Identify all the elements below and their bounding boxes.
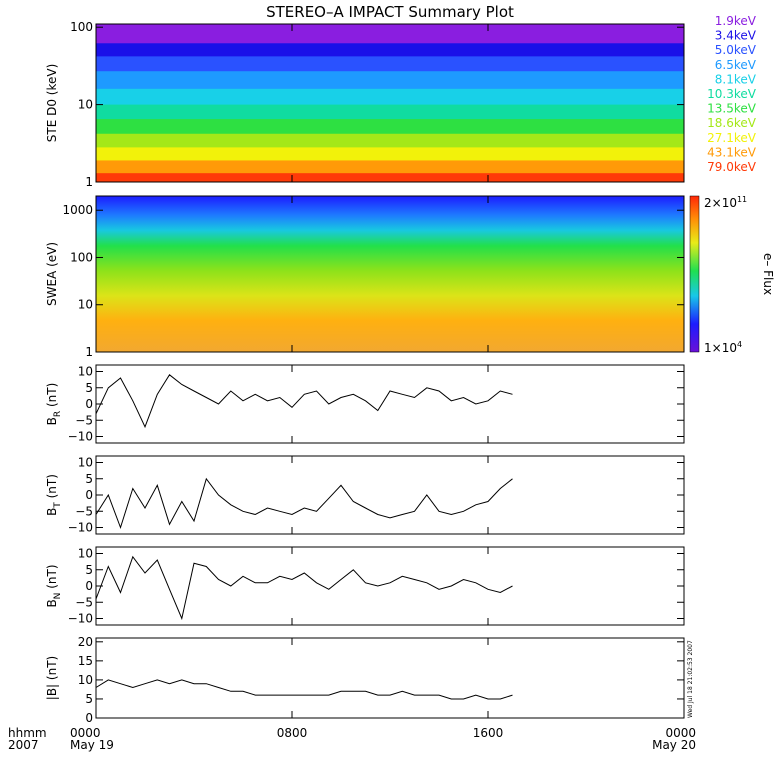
time-tick-label: 1600 <box>473 726 504 740</box>
bt-frame <box>95 455 685 535</box>
bmag-ytick-label: 0 <box>85 711 93 725</box>
time-tick-label: 0800 <box>277 726 308 740</box>
ste-frame <box>95 23 685 183</box>
bmag-frame <box>95 637 685 719</box>
colorbar-max-label: 2×1011 <box>704 195 747 210</box>
swea-ytick-label: 100 <box>70 250 93 264</box>
bn-ylabel: BN (nT) <box>45 564 63 607</box>
bn-frame <box>95 546 685 626</box>
bmag-line <box>95 679 513 700</box>
ste-legend-entry: 6.5keV <box>715 58 757 72</box>
bt-panel: −10 −5 0 5 10 BT (nT) <box>45 455 685 535</box>
bn-ytick-label: −10 <box>68 612 93 626</box>
ste-legend-entry: 5.0keV <box>715 43 757 57</box>
time-tick-date: May 19 <box>70 738 114 752</box>
swea-ytick-label: 1 <box>85 345 93 359</box>
bmag-ytick-label: 10 <box>78 673 93 687</box>
bt-line <box>95 477 513 530</box>
bt-ticks: −10 −5 0 5 10 <box>68 456 685 535</box>
ste-legend-entry: 10.3keV <box>707 87 757 101</box>
br-ytick-label: 5 <box>85 381 93 395</box>
time-tick-date: May 20 <box>652 738 696 752</box>
colorbar-label: e– Flux <box>761 253 775 295</box>
br-ytick-label: 0 <box>85 397 93 411</box>
time-tick-label: 0000 <box>70 726 101 740</box>
bn-ytick-label: 10 <box>78 547 93 561</box>
ste-legend-entry: 18.6keV <box>707 116 757 130</box>
swea-panel: 1 10 100 1000 SWEA (eV) 2×1011 1×104 e– Flu… <box>45 195 775 359</box>
bt-ytick-label: 0 <box>85 488 93 502</box>
ste-ticks: 1 10 100 <box>70 20 685 189</box>
swea-ticks: 1 10 100 1000 <box>62 196 685 359</box>
bn-ytick-label: 0 <box>85 579 93 593</box>
swea-frame <box>95 195 685 353</box>
swea-ytick-label: 10 <box>78 298 93 312</box>
br-frame <box>95 364 685 444</box>
br-ylabel: BR (nT) <box>45 383 63 426</box>
plot-timestamp: Wed Jul 18 21:02:53 2007 <box>687 640 694 718</box>
time-row-label: hhmm <box>8 726 47 740</box>
ste-legend-entry: 27.1keV <box>707 131 757 145</box>
ste-panel: 1 10 100 STE D0 (keV) 1.9keV3.4keV5.0keV6.… <box>45 14 757 189</box>
ste-ylabel: STE D0 (keV) <box>45 64 59 143</box>
ste-legend-entry: 1.9keV <box>715 14 757 28</box>
bt-ytick-label: −10 <box>68 521 93 535</box>
bt-ytick-label: 5 <box>85 472 93 486</box>
ste-legend-entry: 3.4keV <box>715 29 757 43</box>
br-ytick-label: 10 <box>78 365 93 379</box>
bt-ytick-label: −5 <box>75 504 93 518</box>
bmag-panel: 0 5 10 15 20 |B| (nT) Wed Jul 18 21:02:53 20… <box>45 635 694 725</box>
ste-legend-entry: 79.0keV <box>707 160 757 174</box>
br-ticks: −10 −5 0 5 10 <box>68 365 685 444</box>
ste-bands <box>96 24 684 182</box>
br-ytick-label: −5 <box>75 413 93 427</box>
figure-title: STEREO–A IMPACT Summary Plot <box>266 3 514 21</box>
swea-ylabel: SWEA (eV) <box>45 242 59 306</box>
bn-panel: −10 −5 0 5 10 BN (nT) <box>45 546 685 626</box>
time-year-label: 2007 <box>8 738 39 752</box>
bmag-ylabel: |B| (nT) <box>45 656 59 700</box>
br-line <box>95 374 513 429</box>
ste-ytick-label: 100 <box>70 20 93 34</box>
bn-line <box>95 555 513 621</box>
ste-legend: 1.9keV3.4keV5.0keV6.5keV8.1keV10.3keV13.… <box>707 14 757 174</box>
bt-ytick-label: 10 <box>78 456 93 470</box>
br-panel: −10 −5 0 5 10 BR (nT) <box>45 364 685 444</box>
bmag-ytick-label: 15 <box>78 654 93 668</box>
bn-ticks: −10 −5 0 5 10 <box>68 547 685 626</box>
ste-band <box>96 173 684 182</box>
swea-ytick-label: 1000 <box>62 203 93 217</box>
ste-ytick-label: 10 <box>78 98 93 112</box>
ste-legend-entry: 8.1keV <box>715 72 757 86</box>
swea-spectrogram <box>96 196 684 352</box>
bmag-ytick-label: 5 <box>85 692 93 706</box>
ste-ytick-label: 1 <box>85 175 93 189</box>
bmag-ytick-label: 20 <box>78 635 93 649</box>
ste-legend-entry: 43.1keV <box>707 145 757 159</box>
bt-ylabel: BT (nT) <box>45 474 63 516</box>
ste-legend-entry: 13.5keV <box>707 102 757 116</box>
bn-ytick-label: −5 <box>75 595 93 609</box>
br-ytick-label: −10 <box>68 430 93 444</box>
colorbar-min-label: 1×104 <box>704 340 742 355</box>
time-tick-label: 0000 <box>665 726 696 740</box>
bmag-ticks: 0 5 10 15 20 <box>78 635 685 725</box>
colorbar <box>689 195 700 353</box>
bn-ytick-label: 5 <box>85 563 93 577</box>
